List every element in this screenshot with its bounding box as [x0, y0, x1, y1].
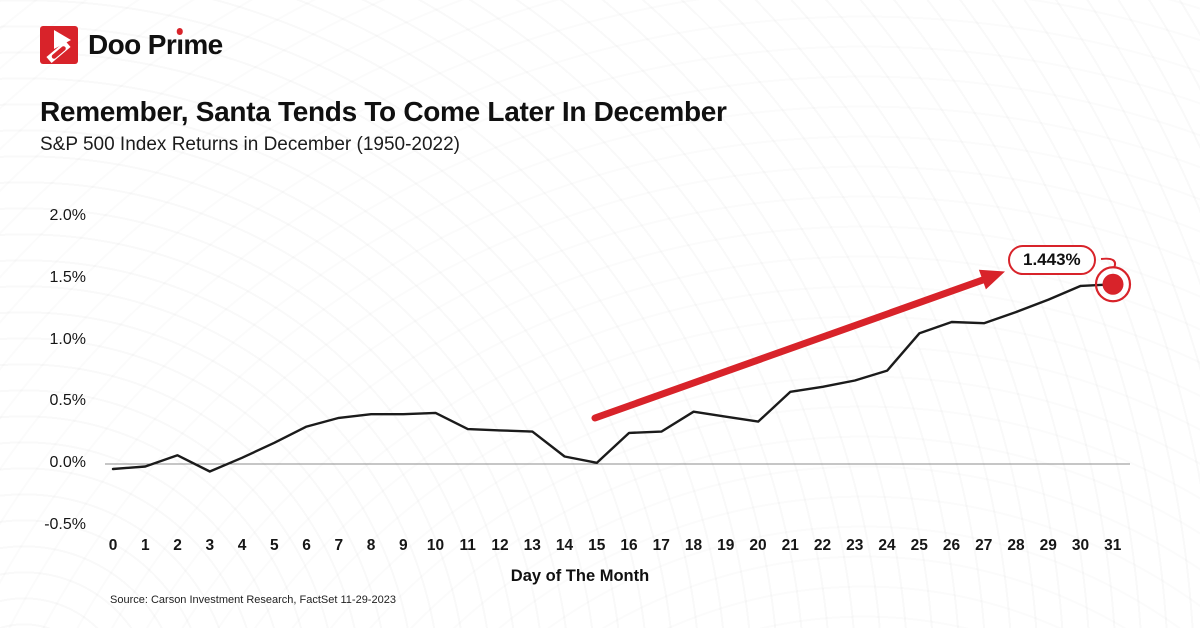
x-tick-label: 19: [717, 537, 735, 554]
endpoint-dot: [1102, 273, 1124, 295]
x-tick-label: 17: [652, 537, 670, 554]
x-tick-label: 21: [781, 537, 799, 554]
x-tick-label: 28: [1007, 537, 1025, 554]
chart-plot-area: [105, 257, 1132, 473]
x-tick-label: 25: [910, 537, 928, 554]
logo-arrow: [54, 30, 71, 49]
y-tick-label: -0.5%: [44, 515, 86, 533]
y-tick-label: 0.0%: [49, 454, 86, 472]
y-tick-label: 1.0%: [49, 330, 86, 348]
x-tick-label: 0: [108, 537, 118, 554]
sp500-return-line: [111, 283, 1115, 473]
x-tick-label: 3: [205, 537, 215, 554]
x-tick-label: 2: [173, 537, 182, 554]
source-note: Source: Carson Investment Research, Fact…: [110, 594, 396, 606]
x-tick-label: 18: [684, 537, 703, 554]
trend-arrow-head: [978, 269, 1005, 290]
y-tick-label: 0.5%: [49, 392, 86, 410]
x-tick-label: 27: [975, 537, 993, 554]
x-tick-label: 8: [366, 537, 376, 554]
x-tick-label: 13: [523, 537, 541, 554]
x-tick-label: 29: [1039, 537, 1057, 554]
y-tick-label: 1.5%: [49, 268, 86, 286]
x-axis-tick-labels: 0 1 2 3 4 5 6 7 8 9 10 11 12 13 14 15 16 17 18 19 20 21 22 23 24…: [97, 537, 1129, 555]
x-tick-label: 26: [942, 537, 961, 554]
logo-dash: [51, 46, 66, 59]
x-tick-label: 14: [555, 537, 574, 554]
x-tick-label: 12: [491, 537, 509, 554]
brand-name: Doo Prı me: [88, 28, 223, 60]
x-tick-label: 11: [459, 537, 476, 554]
x-axis-title: Day of The Month: [510, 567, 650, 585]
x-tick-label: 30: [1071, 537, 1090, 554]
x-tick-label: 16: [620, 537, 638, 554]
final-value-callout: 1.443%: [1008, 245, 1096, 275]
x-tick-label: 31: [1104, 537, 1122, 554]
x-tick-label: 22: [813, 537, 832, 554]
brand-logo: Doo Prı me: [40, 26, 223, 64]
x-tick-label: 20: [749, 537, 767, 554]
logo-i-dot: [176, 28, 184, 35]
x-tick-label: 6: [302, 537, 311, 554]
x-tick-label: 7: [334, 537, 344, 554]
trend-arrow: [591, 276, 988, 422]
endpoint-ring: [1094, 266, 1132, 303]
x-tick-label: 1: [140, 537, 150, 554]
x-tick-label: 5: [269, 537, 279, 554]
doo-prime-icon: [40, 26, 78, 64]
x-tick-label: 15: [588, 537, 606, 554]
page-subtitle: S&P 500 Index Returns in December (1950-…: [40, 134, 461, 155]
x-tick-label: 24: [878, 537, 896, 554]
x-tick-label: 10: [426, 537, 445, 554]
y-tick-label: 2.0%: [49, 207, 86, 224]
page-title: Remember, Santa Tends To Come Later In D…: [40, 96, 727, 127]
x-tick-label: 9: [398, 537, 408, 554]
y-axis-tick-labels: 2.0% 1.5% 1.0% 0.5% 0.0% -0.5%: [20, 206, 86, 535]
x-tick-label: 4: [237, 537, 247, 554]
x-tick-label: 23: [846, 537, 864, 554]
